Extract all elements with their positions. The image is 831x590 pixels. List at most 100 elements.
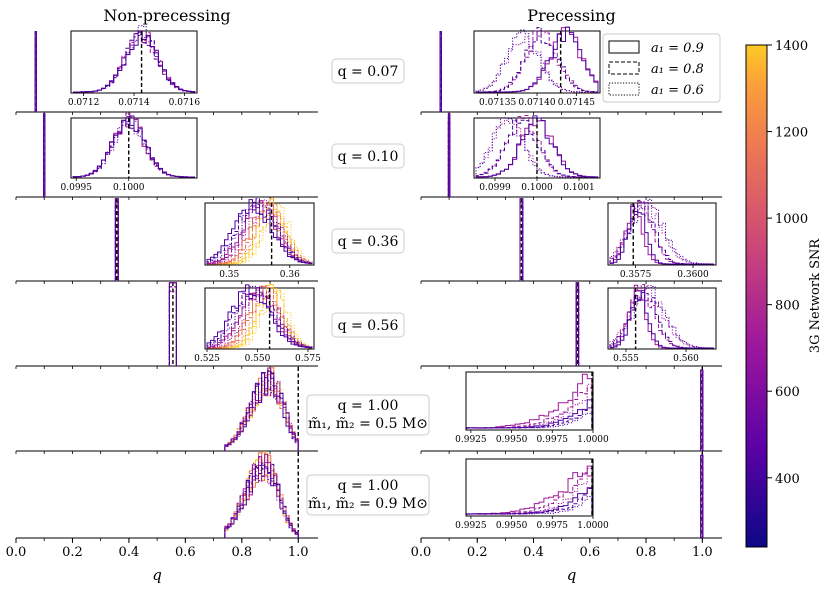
x-tick-label: 0.8: [231, 545, 252, 560]
colorbar-tick-label: 800: [775, 299, 800, 314]
row-label: m̃₁, m̃₂ = 0.5 M⊙: [308, 416, 428, 432]
row-label-box: [306, 394, 430, 436]
inset-hist: [476, 27, 599, 93]
x-tick-label: 0.0: [411, 545, 432, 560]
inset-tick-label: 0.550: [245, 354, 271, 364]
inset-tick-label: 0.0714: [118, 98, 150, 108]
legend-swatch: [608, 82, 640, 96]
inset-hist: [609, 199, 714, 265]
inset-hist: [475, 29, 598, 93]
inset-hist: [72, 120, 195, 178]
x-tick-label: 0.6: [579, 545, 600, 560]
inset-tick-label: 0.0999: [479, 183, 511, 193]
inset-hist: [206, 286, 313, 349]
inset-hist: [206, 285, 313, 348]
x-axis-label: q: [152, 566, 162, 584]
posterior-spike: [168, 290, 177, 366]
legend-label: a₁ = 0.6: [651, 83, 704, 98]
inset-tick-label: 0.36: [280, 270, 300, 280]
colorbar-tick-label: 1000: [775, 212, 808, 227]
colorbar-label: 3G Network SNR: [808, 238, 823, 354]
inset-hist: [609, 285, 715, 349]
inset-hist: [206, 198, 313, 264]
posterior-hist: [224, 370, 299, 451]
inset-l: 0.35 0.36: [204, 197, 315, 280]
inset-tick-label: 0.9950: [496, 435, 528, 445]
inset-r: 0.9925 0.9950 0.9975 1.0000: [455, 371, 609, 445]
row-label: q = 1.00: [338, 398, 399, 414]
posterior-hist: [224, 462, 299, 538]
row-label-box: [331, 143, 405, 169]
x-tick-label: 0.2: [62, 545, 83, 560]
inset-hist: [207, 288, 313, 349]
inset-tick-label: 0.0716: [169, 98, 201, 108]
inset-tick-label: 0.9925: [455, 435, 487, 445]
inset-hist: [609, 198, 714, 265]
inset-l: 0.0995 0.1000: [61, 112, 198, 193]
inset-tick-label: 0.35: [219, 270, 239, 280]
posterior-spike: [519, 202, 524, 281]
legend-label: a₁ = 0.9: [651, 41, 704, 56]
colorbar-tick-label: 1200: [775, 126, 808, 141]
inset-hist: [466, 488, 593, 515]
inset-hist: [207, 203, 313, 265]
colorbar-gradient: [745, 44, 768, 548]
x-axis-label: q: [567, 566, 577, 584]
inset-tick-label: 0.575: [295, 354, 321, 364]
inset-hist: [206, 199, 313, 265]
row-label: q = 0.56: [338, 318, 399, 334]
inset-frame: [465, 458, 594, 517]
inset-tick-label: 0.9925: [455, 521, 487, 531]
x-tick-label: 0.6: [175, 545, 196, 560]
inset-tick-label: 0.1001: [563, 183, 595, 193]
posterior-spike: [114, 206, 119, 281]
inset-tick-label: 0.0995: [61, 183, 93, 193]
inset-tick-label: 0.3600: [677, 270, 709, 280]
inset-r: 0.0999 0.1000 0.1001: [473, 115, 601, 193]
row-label: m̃₁, m̃₂ = 0.9 M⊙: [308, 496, 428, 512]
inset-tick-label: 0.525: [194, 354, 220, 364]
posterior-spike: [439, 35, 442, 112]
x-tick-label: 0.2: [467, 545, 488, 560]
inset-l: 0.525 0.550 0.575: [194, 284, 321, 364]
posterior-spike: [575, 290, 580, 366]
row-label: q = 0.10: [338, 149, 399, 165]
inset-hist: [73, 32, 196, 93]
inset-hist: [207, 290, 313, 349]
x-tick-label: 0.0: [6, 545, 27, 560]
inset-hist: [476, 26, 599, 93]
inset-tick-label: 0.560: [673, 354, 699, 364]
row-label: q = 1.00: [338, 478, 399, 494]
inset-hist: [73, 25, 196, 93]
inset-tick-label: 0.9975: [537, 521, 569, 531]
column-title: Non-precessing: [103, 6, 230, 25]
inset-l: 0.0712 0.0714 0.0716: [68, 25, 201, 108]
legend-label: a₁ = 0.8: [651, 62, 704, 77]
inset-tick-label: 0.07140: [518, 98, 555, 108]
inset-tick-label: 1.0000: [577, 521, 609, 531]
inset-hist: [206, 289, 313, 348]
posterior-spike: [43, 121, 46, 197]
posterior-spike: [700, 454, 704, 538]
posterior-spike: [34, 39, 37, 112]
inset-hist: [207, 208, 313, 265]
colorbar: 400 600 800 1000 1200 1400 3G Network SNR: [745, 39, 823, 548]
inset-tick-label: 0.07135: [479, 98, 516, 108]
row-label-box: [331, 228, 405, 254]
row-label-box: [331, 58, 405, 84]
posterior-spike: [34, 35, 37, 112]
legend: a₁ = 0.9 a₁ = 0.8 a₁ = 0.6: [602, 33, 721, 103]
legend-frame: [602, 33, 721, 103]
posterior-spike: [700, 369, 704, 451]
x-tick-label: 1.0: [692, 545, 713, 560]
column-title: Precessing: [527, 6, 615, 25]
x-tick-label: 0.8: [636, 545, 657, 560]
inset-tick-label: 0.3575: [620, 270, 652, 280]
inset-tick-label: 0.1000: [521, 183, 553, 193]
inset-tick-label: 0.9975: [537, 435, 569, 445]
posterior-spike: [439, 39, 442, 112]
inset-hist: [609, 205, 714, 265]
row-label: q = 0.36: [338, 234, 399, 250]
inset-tick-label: 0.0712: [68, 98, 100, 108]
posterior-spike: [447, 121, 451, 197]
